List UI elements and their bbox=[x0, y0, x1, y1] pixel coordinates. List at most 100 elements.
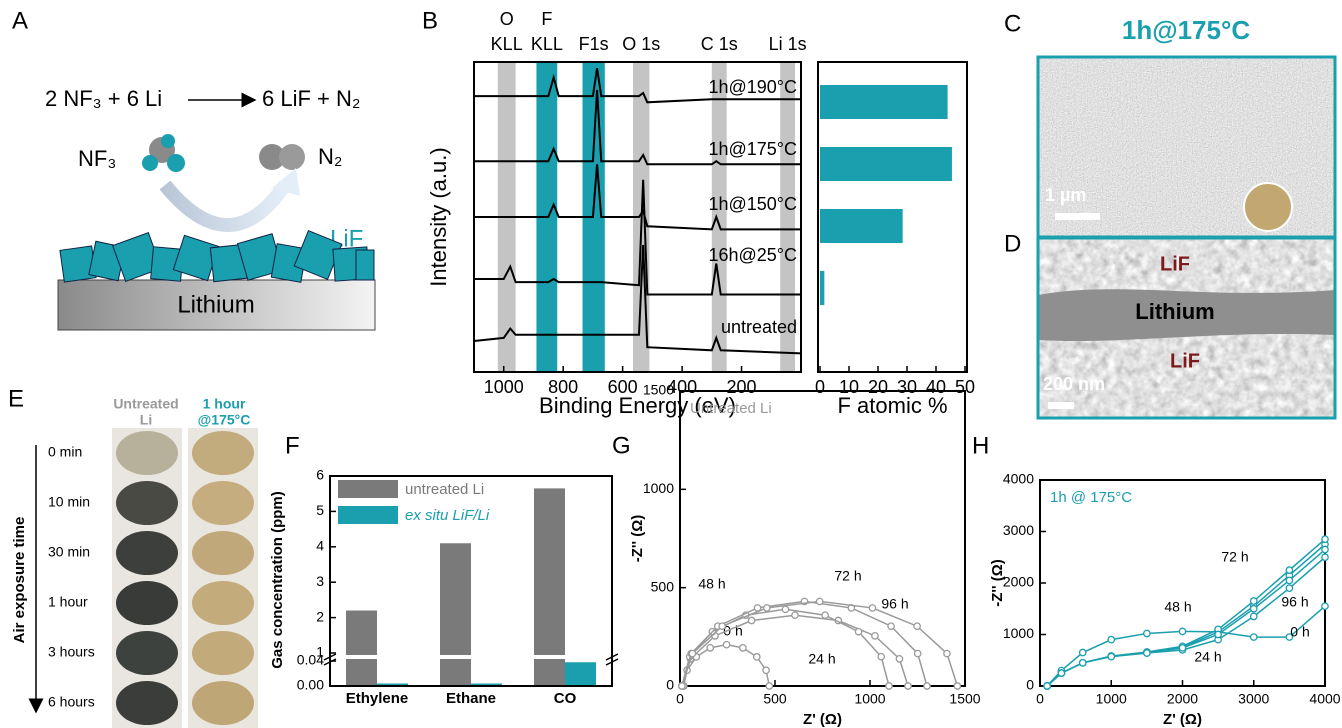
series-label: 72 h bbox=[834, 568, 861, 584]
point bbox=[885, 682, 893, 690]
point bbox=[913, 622, 921, 631]
series-label: 48 h bbox=[1164, 599, 1191, 615]
break-gap bbox=[439, 655, 472, 659]
panel-label: A bbox=[12, 7, 28, 34]
series-label: 0 h bbox=[1290, 624, 1309, 640]
bar bbox=[820, 85, 948, 119]
series-label: 72 h bbox=[1221, 549, 1248, 565]
y-tick-label: 0.00 bbox=[297, 677, 324, 693]
treated-sample bbox=[192, 481, 254, 525]
point bbox=[1285, 576, 1294, 585]
panel-label: C bbox=[1004, 10, 1021, 37]
untreated-sample bbox=[116, 581, 178, 625]
bar bbox=[471, 683, 502, 686]
product-gas: N₂ bbox=[318, 144, 342, 169]
point bbox=[1078, 658, 1087, 667]
untreated-sample bbox=[116, 631, 178, 675]
legend-swatch bbox=[338, 480, 398, 498]
panel-label: D bbox=[1004, 230, 1021, 257]
legend-label: untreated Li bbox=[405, 481, 484, 498]
x-tick-label: Ethane bbox=[446, 690, 496, 707]
point bbox=[1285, 633, 1294, 641]
point bbox=[821, 611, 830, 620]
series-label: 96 h bbox=[1281, 594, 1308, 610]
x-tick-label: CO bbox=[554, 690, 577, 707]
series-label: 1h@175°C bbox=[708, 139, 797, 159]
peak-label: F bbox=[541, 9, 552, 29]
coin-inset bbox=[1243, 182, 1293, 232]
bar bbox=[534, 488, 565, 686]
molecule-atom bbox=[259, 144, 285, 170]
plot-frame bbox=[817, 61, 968, 373]
point bbox=[887, 622, 895, 631]
x-tick-label: 0 bbox=[1036, 691, 1044, 707]
point bbox=[718, 622, 727, 631]
time-label: 6 hours bbox=[48, 694, 95, 710]
point bbox=[688, 649, 697, 658]
point bbox=[1249, 597, 1258, 605]
y-tick-label: 4 bbox=[316, 538, 324, 554]
bar bbox=[820, 209, 903, 243]
y-tick-label: 1 bbox=[316, 644, 324, 660]
point bbox=[1178, 644, 1187, 652]
scale-label: 1 µm bbox=[1045, 185, 1086, 205]
curve bbox=[681, 600, 928, 687]
plot-frame bbox=[473, 61, 802, 373]
scale-bar bbox=[1055, 213, 1100, 220]
untreated-sample bbox=[116, 481, 178, 525]
x-tick-label: 500 bbox=[763, 691, 787, 707]
point bbox=[765, 682, 774, 690]
x-tick-label: 0 bbox=[815, 377, 825, 397]
untreated-sample bbox=[116, 431, 178, 475]
point bbox=[877, 652, 886, 661]
plot-frame bbox=[329, 475, 613, 687]
photo-column bbox=[112, 428, 182, 728]
point bbox=[923, 682, 931, 690]
curve bbox=[683, 643, 771, 687]
point bbox=[678, 682, 686, 690]
panel-label: H bbox=[972, 432, 989, 459]
curve bbox=[1046, 548, 1326, 687]
point bbox=[1249, 604, 1258, 613]
bar bbox=[565, 662, 596, 686]
chart-title: 1h @ 175°C bbox=[1050, 489, 1132, 506]
point bbox=[904, 682, 912, 690]
spectrum bbox=[474, 179, 801, 296]
products: 6 LiF + N₂ bbox=[262, 86, 360, 111]
panel-label: F bbox=[285, 432, 300, 459]
point bbox=[871, 631, 879, 640]
legend-label: ex situ LiF/Li bbox=[405, 507, 490, 524]
series-label: 1h@190°C bbox=[708, 77, 797, 97]
untreated-sample bbox=[116, 681, 178, 725]
point bbox=[1249, 633, 1258, 641]
x-tick-label: 1000 bbox=[484, 377, 524, 397]
y-tick-label: 2 bbox=[316, 608, 324, 624]
point bbox=[1321, 602, 1329, 611]
point bbox=[1057, 669, 1066, 677]
sem-frame bbox=[1036, 236, 1337, 420]
scheme: 2 NF₃ + 6 Li 6 LiF + N₂ NF₃ N₂ LiF Lithi… bbox=[45, 86, 376, 331]
peak-label: F1s bbox=[579, 34, 609, 54]
time-label: 1 hour bbox=[48, 594, 88, 610]
spectrum bbox=[474, 89, 801, 166]
reactants: 2 NF₃ + 6 Li bbox=[45, 86, 162, 111]
y-axis-label: Gas concentration (ppm) bbox=[269, 491, 286, 669]
break-gap bbox=[533, 655, 566, 659]
reactant-gas: NF₃ bbox=[78, 146, 116, 171]
point bbox=[1214, 630, 1222, 639]
series-label: 96 h bbox=[881, 596, 908, 612]
molecule-atom bbox=[142, 155, 158, 171]
series-label: 24 h bbox=[1194, 649, 1221, 665]
untreated-sample bbox=[116, 531, 178, 575]
point bbox=[1321, 535, 1329, 544]
peak-label: KLL bbox=[531, 34, 563, 54]
process-arrow bbox=[159, 180, 291, 232]
spectrum bbox=[474, 164, 801, 231]
peak-label: O 1s bbox=[622, 34, 660, 54]
series-label: untreated bbox=[721, 317, 797, 337]
y-tick-label: 500 bbox=[651, 578, 675, 594]
point bbox=[752, 653, 761, 661]
spectrum bbox=[473, 244, 802, 355]
panel-label: B bbox=[422, 7, 438, 34]
